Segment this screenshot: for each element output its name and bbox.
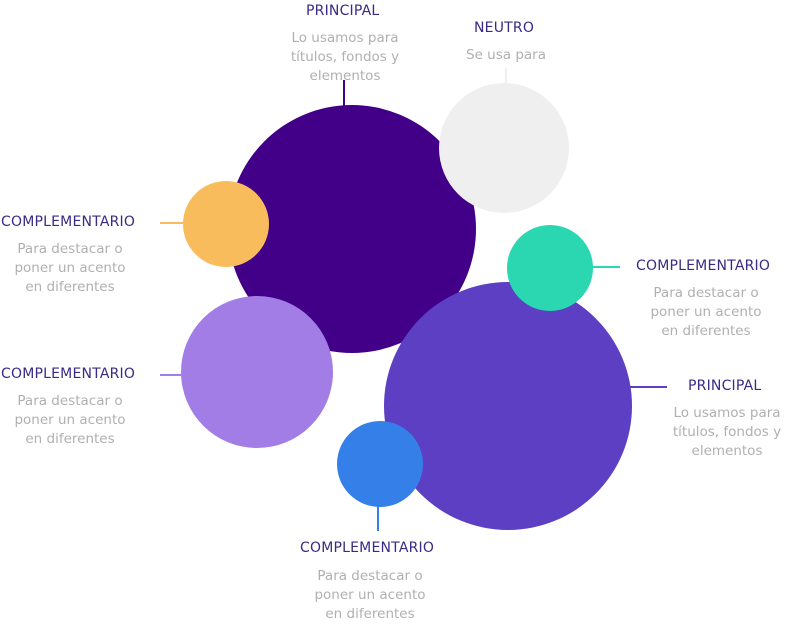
neutral-circle — [439, 83, 569, 213]
complementary-lilac-description: Para destacar o poner un acento en difer… — [14, 393, 126, 447]
principal-right-title: PRINCIPAL — [688, 378, 762, 394]
neutral-description: Se usa para — [466, 47, 546, 63]
complementary-teal-circle — [507, 225, 593, 311]
complementary-orange-circle — [183, 181, 269, 267]
principal-medium-circle — [384, 282, 632, 530]
complementary-lilac-circle — [181, 296, 333, 448]
complementary-orange-description: Para destacar o poner un acento en difer… — [14, 241, 126, 295]
complementary-lilac-title: COMPLEMENTARIO — [1, 366, 136, 382]
complementary-teal-title: COMPLEMENTARIO — [636, 258, 771, 274]
principal-right-description: Lo usamos para títulos, fondos y element… — [672, 405, 782, 459]
principal-top-title: PRINCIPAL — [306, 3, 380, 19]
complementary-teal-description: Para destacar o poner un acento en difer… — [650, 285, 762, 339]
principal-top-description: Lo usamos para títulos, fondos y element… — [290, 30, 400, 84]
complementary-blue-circle — [337, 421, 423, 507]
complementary-orange-title: COMPLEMENTARIO — [1, 214, 136, 230]
neutral-title: NEUTRO — [474, 20, 535, 36]
principal-dark-circle — [228, 105, 476, 353]
complementary-blue-description: Para destacar o poner un acento en difer… — [314, 568, 426, 622]
complementary-blue-title: COMPLEMENTARIO — [300, 540, 435, 556]
